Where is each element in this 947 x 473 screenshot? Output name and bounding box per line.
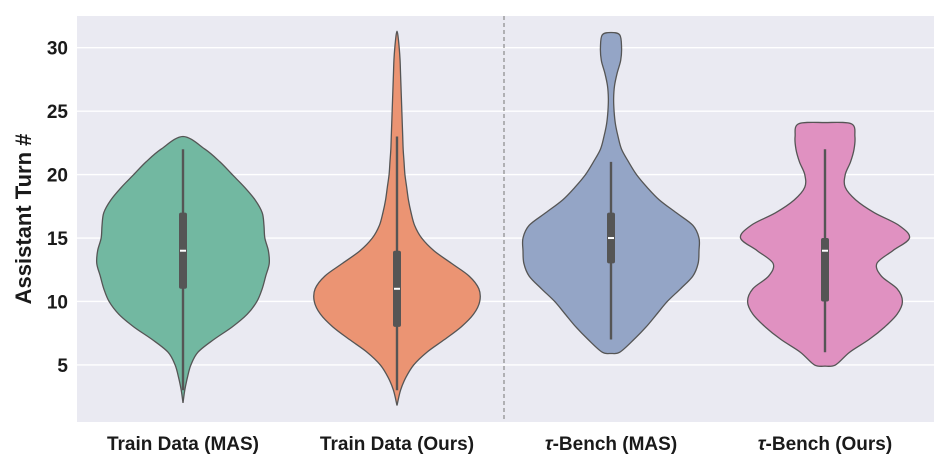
violin-group — [521, 31, 701, 355]
y-tick-label: 10 — [47, 292, 68, 313]
y-tick-labels: 5 10 15 20 25 30 — [47, 39, 69, 377]
x-category-label: τ-Bench (MAS) — [545, 434, 677, 455]
y-tick-label: 30 — [47, 39, 68, 60]
violin-group — [739, 121, 911, 367]
violin-group — [95, 135, 271, 404]
violins — [95, 30, 911, 406]
y-tick-label: 15 — [47, 229, 69, 250]
x-category-label: Train Data (MAS) — [107, 434, 259, 455]
x-category-label: Train Data (Ours) — [320, 434, 474, 455]
y-axis-label: Assistant Turn # — [11, 134, 36, 305]
iqr-box — [821, 238, 829, 302]
y-tick-label: 5 — [57, 356, 68, 377]
x-category-label: τ-Bench (Ours) — [758, 434, 892, 455]
y-tick-label: 25 — [47, 102, 69, 123]
violin-group — [313, 30, 481, 406]
x-category-labels: Train Data (MAS) Train Data (Ours) τ-Bench… — [107, 434, 892, 455]
y-tick-label: 20 — [47, 166, 68, 187]
